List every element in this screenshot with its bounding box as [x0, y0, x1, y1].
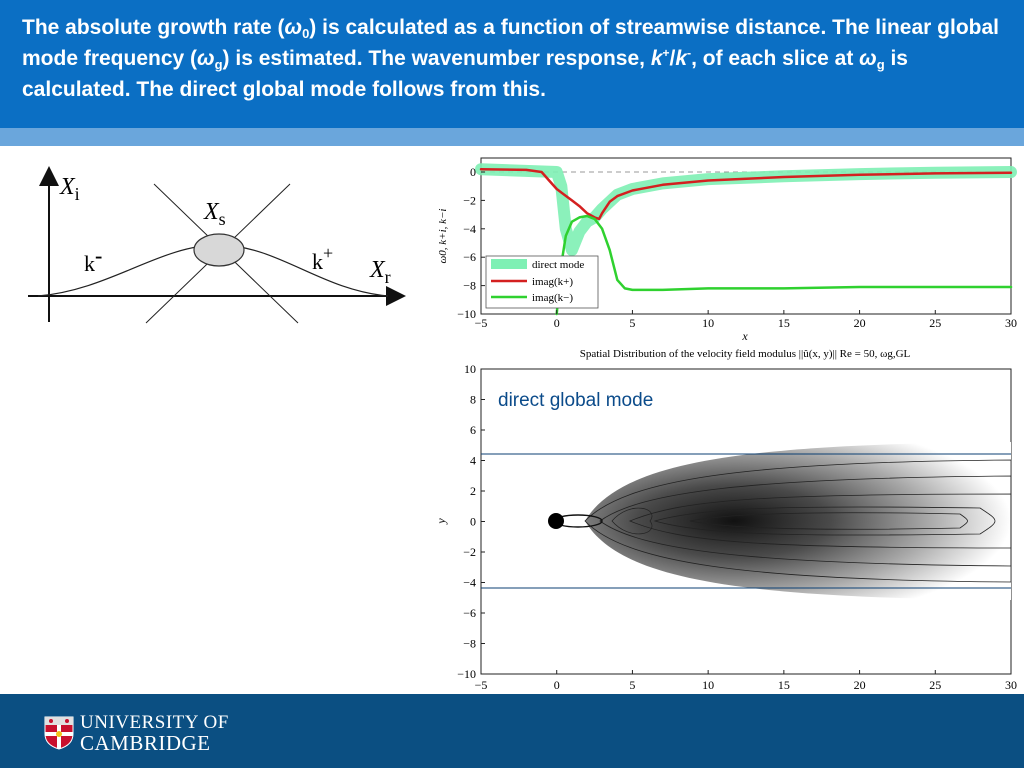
top-y-tick-label: −2 — [463, 193, 476, 207]
university-name-line2: CAMBRIDGE — [80, 731, 211, 755]
bottom-y-tick-label: 0 — [470, 515, 476, 529]
top-y-tick-label: −4 — [463, 222, 476, 236]
top-y-tick-label: −6 — [463, 250, 476, 264]
bottom-chart-title: Spatial Distribution of the velocity fie… — [580, 348, 911, 360]
slide-header — [0, 0, 1024, 128]
bottom-y-tick-label: 2 — [470, 484, 476, 498]
legend-imag-kplus: imag(k+) — [532, 276, 573, 288]
slide-footer — [0, 694, 1024, 768]
bottom-y-tick-label: −6 — [463, 606, 476, 620]
wake-field — [553, 442, 1011, 600]
top-x-tick-label: 25 — [929, 316, 941, 330]
top-x-tick-label: 10 — [702, 316, 714, 330]
top-x-tick-label: 30 — [1005, 316, 1017, 330]
top-y-tick-label: −8 — [463, 279, 476, 293]
legend-direct-mode: direct mode — [532, 259, 584, 271]
bottom-y-tick-label: −2 — [463, 545, 476, 559]
bottom-x-tick-label: 20 — [854, 678, 866, 692]
bottom-x-tick-label: −5 — [475, 678, 488, 692]
top-chart-legend: direct mode imag(k+) imag(k−) — [485, 255, 599, 309]
top-x-tick-label: −5 — [475, 316, 488, 330]
top-y-ticks: 0 −2 −4 −6 −8 −10 — [457, 165, 485, 321]
xs-saddle-label: Xs — [204, 199, 226, 229]
top-x-axis-label: x — [741, 329, 748, 343]
bottom-y-tick-label: −4 — [463, 576, 476, 590]
top-y-axis-label: ω0, k+i, k−i — [437, 209, 449, 264]
bottom-y-tick-label: 4 — [470, 454, 476, 468]
xi-axis-label: Xi — [60, 174, 80, 204]
cambridge-crest-icon — [44, 716, 74, 750]
slide-title: The absolute growth rate (ω0) is calcula… — [22, 16, 999, 101]
k-plus-label: k+ — [312, 243, 334, 274]
university-name-line1: UNIVERSITY OF — [80, 712, 229, 733]
university-name: UNIVERSITY OF CAMBRIDGE — [80, 712, 229, 755]
bottom-y-tick-label: 6 — [470, 423, 476, 437]
top-x-tick-label: 5 — [629, 316, 635, 330]
bottom-x-tick-label: 10 — [702, 678, 714, 692]
series-line-2 — [555, 214, 1013, 316]
bottom-x-tick-label: 0 — [554, 678, 560, 692]
bottom-y-tick-label: 8 — [470, 393, 476, 407]
top-x-tick-label: 15 — [778, 316, 790, 330]
bottom-x-tick-label: 30 — [1005, 678, 1017, 692]
cylinder-body — [548, 513, 564, 529]
top-x-ticks: −5 0 5 10 15 20 25 30 — [475, 310, 1017, 330]
bottom-x-tick-label: 5 — [629, 678, 635, 692]
bottom-y-ticks: 10 8 6 4 2 0 −2 −4 −6 −8 −10 — [457, 362, 485, 681]
top-y-tick-label: 0 — [470, 165, 476, 179]
legend-imag-kminus: imag(k−) — [532, 292, 573, 304]
bottom-y-tick-label: −10 — [457, 667, 476, 681]
bottom-y-tick-label: 10 — [464, 362, 476, 376]
top-x-tick-label: 20 — [854, 316, 866, 330]
bottom-y-tick-label: −8 — [463, 637, 476, 651]
bottom-y-axis-label: y — [434, 518, 448, 525]
top-x-tick-label: 0 — [554, 316, 560, 330]
direct-global-mode-annotation: direct global mode — [498, 390, 653, 411]
legend-direct-mode-swatch — [491, 259, 527, 269]
xr-axis-label: Xr — [370, 257, 391, 287]
bottom-x-ticks: −5 0 5 10 15 20 25 30 — [475, 670, 1017, 692]
top-chart-series — [475, 163, 1017, 316]
header-accent-strip — [0, 128, 1024, 146]
series-line-1 — [479, 167, 1013, 221]
bottom-x-tick-label: 25 — [929, 678, 941, 692]
bottom-x-tick-label: 15 — [778, 678, 790, 692]
top-y-tick-label: −10 — [457, 307, 476, 321]
k-minus-label: k- — [84, 243, 103, 276]
